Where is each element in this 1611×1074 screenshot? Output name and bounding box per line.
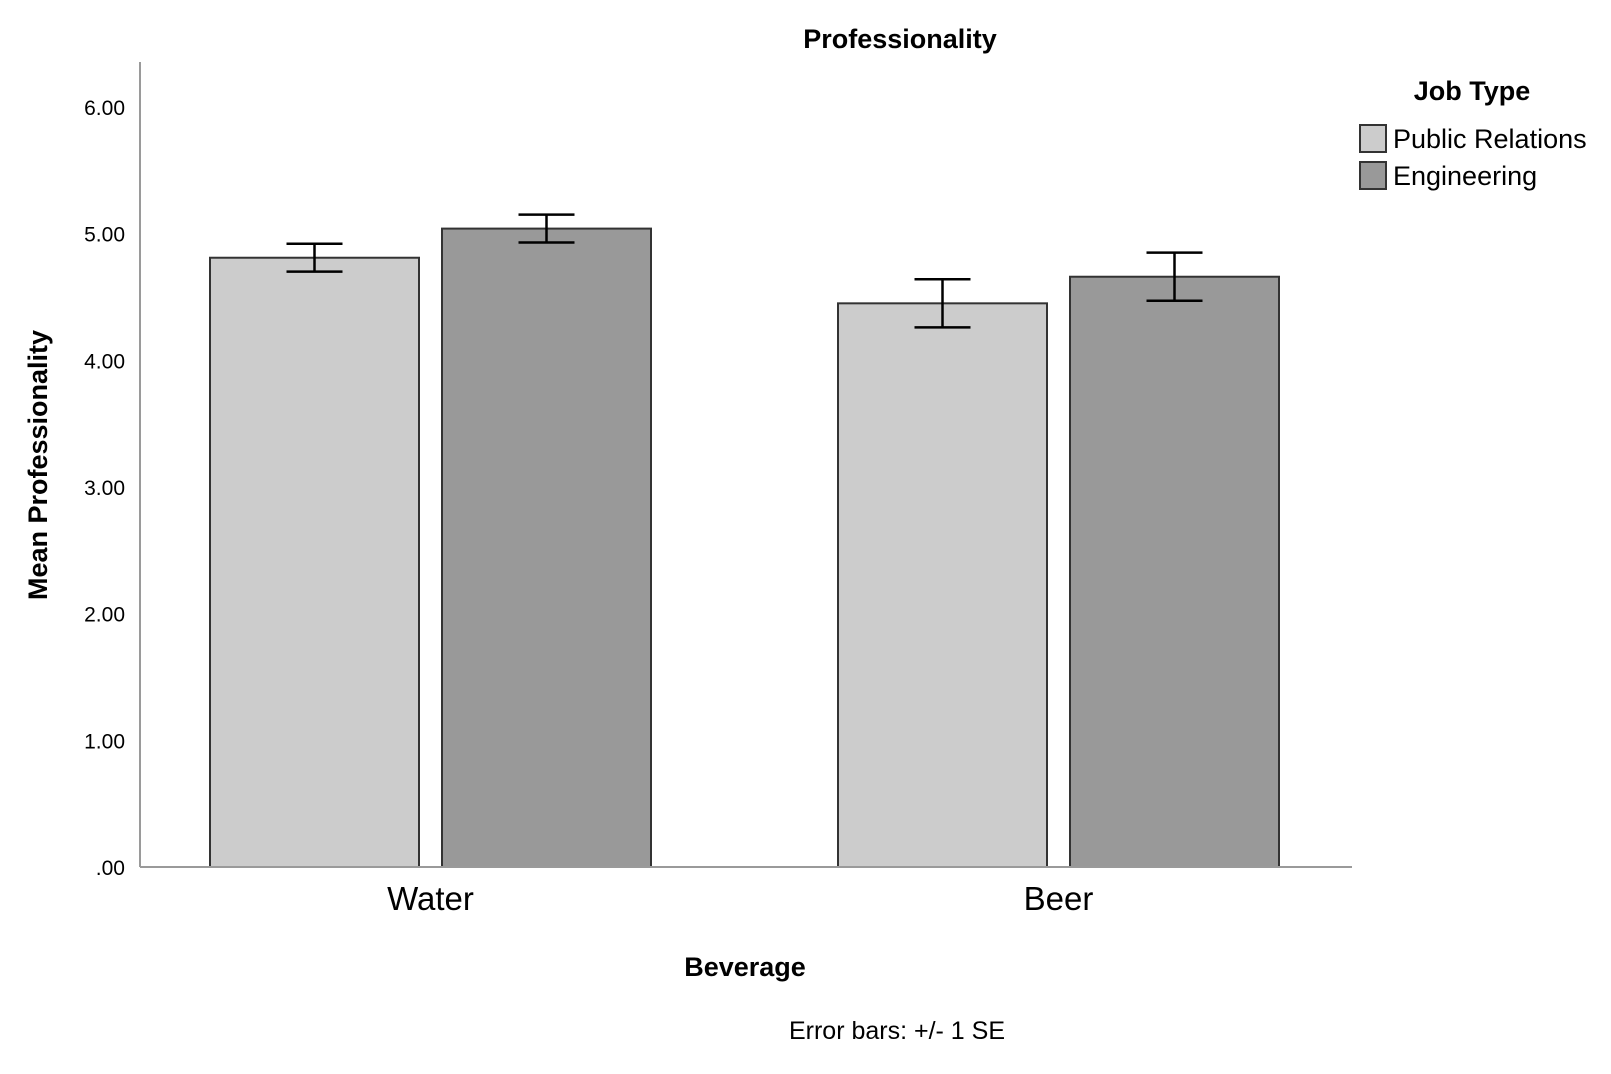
x-axis-categories: Water Beer	[387, 880, 1093, 917]
y-tick-label: .00	[96, 857, 125, 880]
x-axis-title: Beverage	[684, 952, 806, 982]
legend-swatch	[1359, 161, 1387, 190]
x-category-label: Water	[387, 880, 474, 917]
error-bar	[286, 242, 343, 273]
legend-title: Job Type	[1414, 76, 1531, 106]
y-tick-label: 6.00	[84, 97, 125, 120]
error-bars-note: Error bars: +/- 1 SE	[789, 1017, 1005, 1045]
y-tick-label: 2.00	[84, 604, 125, 627]
legend: Public Relations Engineering	[1359, 124, 1587, 191]
error-bar	[518, 213, 575, 244]
legend-label: Public Relations	[1393, 124, 1587, 154]
x-category-label: Beer	[1024, 880, 1094, 917]
bar-public-relations-beer	[837, 302, 1048, 869]
y-axis-title: Mean Professionality	[23, 330, 53, 600]
bars	[209, 227, 1280, 869]
chart-title: Professionality	[803, 24, 997, 54]
y-tick-label: 5.00	[84, 224, 125, 247]
bar-engineering-beer	[1069, 275, 1280, 868]
error-bar	[914, 278, 971, 329]
bar-engineering-water	[441, 227, 652, 869]
y-tick-label: 1.00	[84, 730, 125, 753]
y-tick-label: 3.00	[84, 477, 125, 500]
y-tick-label: 4.00	[84, 350, 125, 373]
legend-swatch	[1359, 124, 1387, 153]
error-bar	[1146, 251, 1203, 303]
y-axis-ticks: .00 1.00 2.00 3.00 4.00 5.00 6.00	[84, 97, 125, 880]
error-bars	[286, 213, 1203, 329]
bar-public-relations-water	[209, 256, 420, 868]
legend-label: Engineering	[1393, 161, 1537, 191]
